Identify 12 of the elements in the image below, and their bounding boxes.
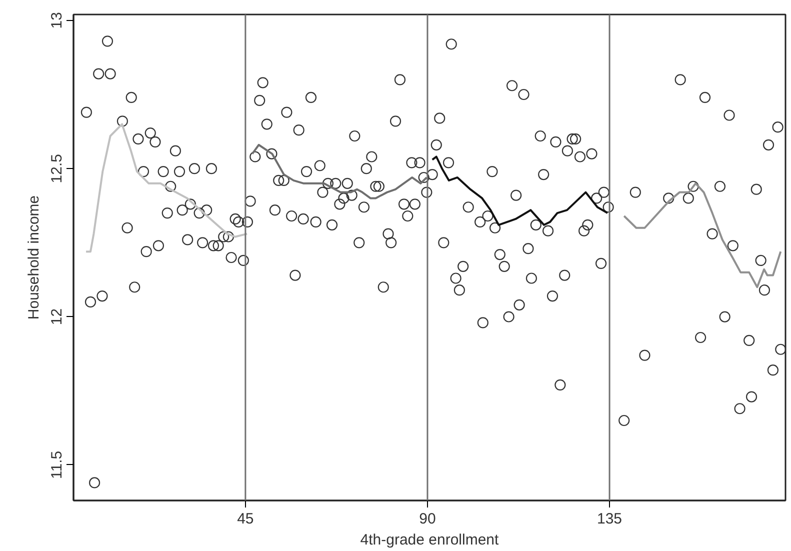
line-series xyxy=(431,156,608,226)
line-series xyxy=(623,182,782,288)
x-tick-label: 45 xyxy=(237,510,254,528)
y-tick-label: 12.5 xyxy=(48,154,66,184)
line-series xyxy=(85,123,248,253)
y-axis-title: Household income xyxy=(26,195,42,320)
y-tick-label: 13 xyxy=(48,12,66,29)
x-tick-label: 90 xyxy=(419,510,436,528)
x-tick-label: 135 xyxy=(597,510,622,528)
x-axis-title: 4th-grade enrollment xyxy=(360,532,500,548)
y-tick-label: 11.5 xyxy=(48,450,66,479)
y-tick-label: 12 xyxy=(48,308,66,326)
